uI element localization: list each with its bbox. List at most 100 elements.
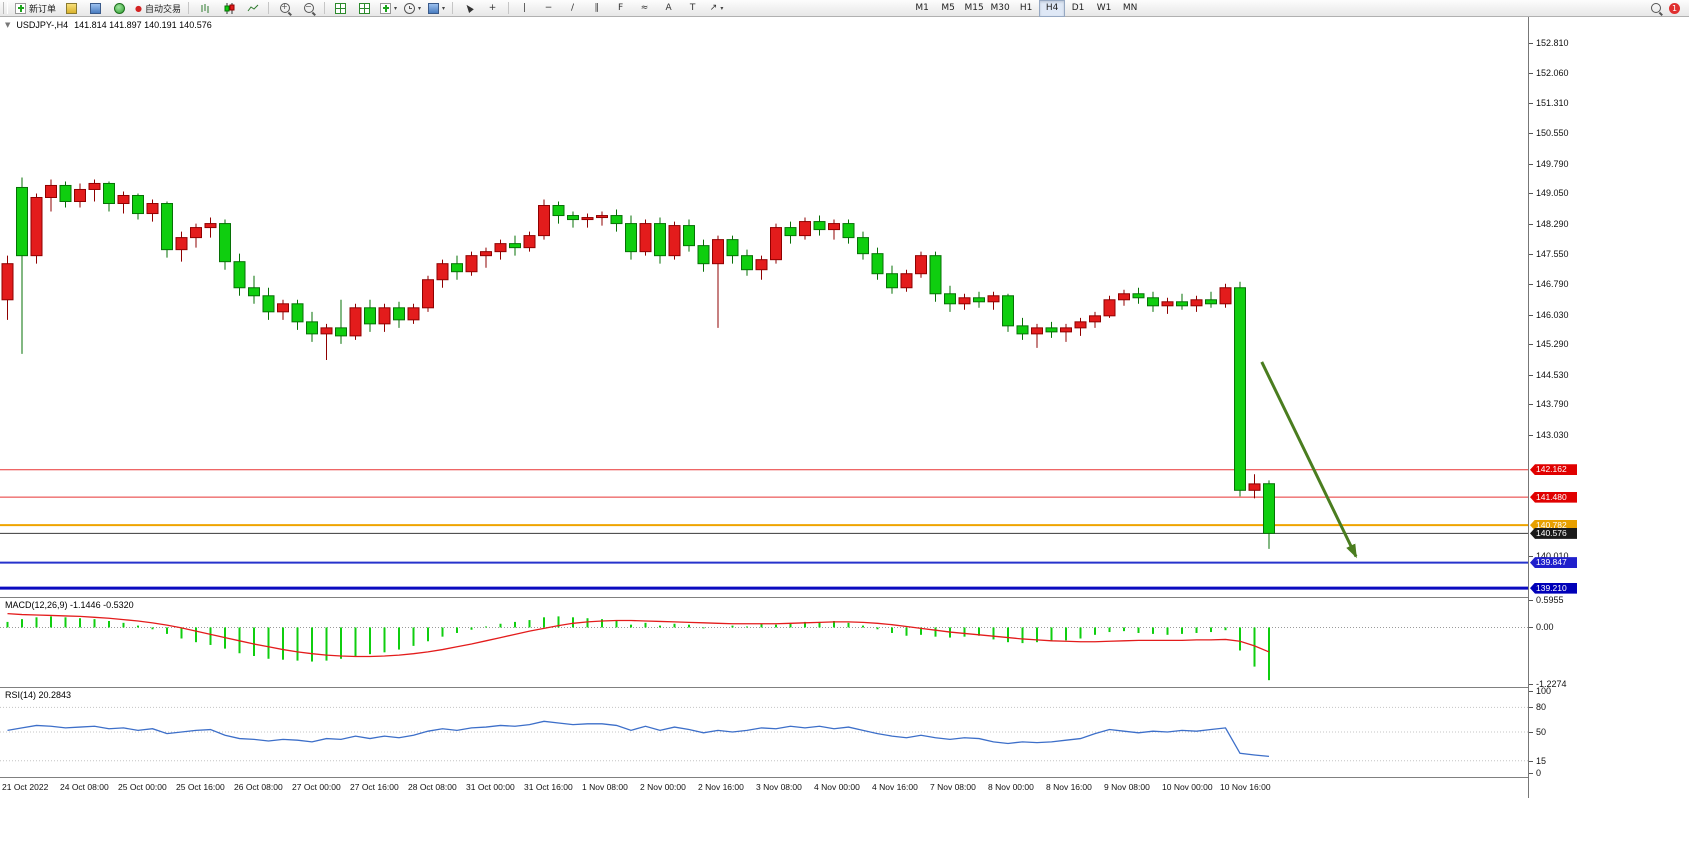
macd-scale-tick <box>1529 627 1533 629</box>
fibonacci-button[interactable]: F <box>609 0 632 17</box>
chart-dropdown-icon[interactable]: ▼ <box>5 21 11 29</box>
price-axis-tick <box>1529 374 1533 376</box>
price-axis[interactable]: 152.810 152.060 151.310 150.550 149.790 149.0… <box>1528 17 1689 798</box>
candle <box>30 196 43 257</box>
rsi-label: RSI(14) 20.2843 <box>5 690 71 700</box>
candle <box>755 259 768 271</box>
price-axis-label: 152.060 <box>1536 67 1569 78</box>
macd-scale-tick <box>1529 600 1533 601</box>
text-button[interactable]: A <box>657 0 680 17</box>
new-chart-button[interactable]: ▾ <box>377 0 400 17</box>
candle <box>219 223 231 263</box>
candle <box>1205 299 1217 305</box>
rsi-canvas[interactable] <box>0 688 1528 776</box>
annotation-arrow[interactable] <box>1260 361 1358 559</box>
chart-title: ▼ USDJPY-,H4 141.814 141.897 140.191 140… <box>5 20 212 30</box>
line-chart-button[interactable] <box>241 0 264 17</box>
time-axis-label: 26 Oct 08:00 <box>234 782 283 792</box>
arrows-button[interactable]: ↗ ▾ <box>705 0 728 17</box>
candle <box>581 217 594 221</box>
candle <box>175 237 188 251</box>
candle <box>958 297 971 305</box>
candle <box>900 273 913 289</box>
panel-separator[interactable] <box>0 687 1689 688</box>
notification-badge[interactable]: 1 <box>1669 2 1680 14</box>
label-button[interactable]: T <box>681 0 704 17</box>
timeframe-button-M5[interactable]: M5 <box>941 3 955 13</box>
price-axis-label: 146.030 <box>1536 309 1569 320</box>
arrows-icon: ↗ <box>709 2 718 13</box>
refresh-button[interactable] <box>108 0 131 17</box>
zoom-out-button[interactable]: − <box>297 0 320 17</box>
cascade-windows-button[interactable] <box>353 0 376 17</box>
macd-scale-label: -1.2274 <box>1536 679 1567 689</box>
market-watch-button[interactable] <box>84 0 107 17</box>
chevron-down-icon: ▾ <box>442 4 446 12</box>
price-axis-tick <box>1529 42 1533 44</box>
candle <box>320 327 333 335</box>
horizontal-line-button[interactable]: − <box>537 0 560 17</box>
timeframe-button-D1[interactable]: D1 <box>1071 3 1085 13</box>
period-dropdown-button[interactable]: ▾ <box>401 0 424 17</box>
time-axis-label: 31 Oct 16:00 <box>524 782 573 792</box>
toolbar-separator <box>508 2 510 14</box>
tile-windows-button[interactable] <box>329 0 352 17</box>
panel-separator[interactable] <box>0 597 1689 598</box>
toolbar-grip[interactable] <box>3 2 8 14</box>
zoom-in-button[interactable]: + <box>273 0 296 17</box>
candle <box>538 205 550 237</box>
candle <box>1031 327 1043 335</box>
candle <box>132 194 144 215</box>
crosshair-button[interactable]: + <box>481 0 504 17</box>
vertical-line-button[interactable]: | <box>513 0 536 17</box>
macd-canvas[interactable] <box>0 598 1528 686</box>
price-axis-label: 149.050 <box>1536 188 1569 199</box>
candle <box>407 307 420 321</box>
rsi-scale-label: 80 <box>1536 702 1547 713</box>
candle <box>1234 287 1246 491</box>
candle <box>436 263 449 281</box>
shapes-button[interactable]: ≈ <box>633 0 656 17</box>
price-axis-label: 146.790 <box>1536 279 1569 290</box>
search-icon[interactable] <box>1651 3 1661 13</box>
timeframe-button-M15[interactable]: M15 <box>964 3 984 13</box>
auto-trading-label: 自动交易 <box>145 4 182 15</box>
templates-button[interactable]: ▾ <box>425 0 448 17</box>
timeframe-button-M1[interactable]: M1 <box>915 3 929 13</box>
profiles-button[interactable] <box>60 0 83 17</box>
price-axis-tick <box>1529 314 1533 316</box>
price-axis-tick <box>1529 193 1533 195</box>
timeframe-button-W1[interactable]: W1 <box>1096 3 1112 13</box>
cursor-button[interactable] <box>457 0 480 17</box>
time-axis-label: 10 Nov 00:00 <box>1162 782 1213 792</box>
candle <box>654 223 666 257</box>
horizontal-line-icon: − <box>544 2 553 13</box>
timeframe-button-H4[interactable]: H4 <box>1039 0 1066 17</box>
chart-ohlc-readout: 141.814 141.897 140.191 140.576 <box>74 20 212 30</box>
candle <box>248 287 260 297</box>
candle <box>364 307 376 325</box>
price-axis-label: 140.010 <box>1536 551 1569 562</box>
toolbar-separator <box>188 2 190 14</box>
line-chart-icon <box>247 4 258 11</box>
price-chart-canvas[interactable] <box>0 17 1528 597</box>
chevron-down-icon: ▾ <box>418 4 422 12</box>
candle <box>1132 293 1145 299</box>
timeframe-button-MN[interactable]: MN <box>1122 3 1138 13</box>
channel-button[interactable]: ∥ <box>585 0 608 17</box>
bar-chart-button[interactable] <box>193 0 216 17</box>
candle <box>1219 287 1232 305</box>
time-axis-label: 27 Oct 00:00 <box>292 782 341 792</box>
time-axis[interactable]: 21 Oct 2022 24 Oct 08:00 25 Oct 00:00 25 Oc… <box>0 778 1528 798</box>
trendline-button[interactable]: / <box>561 0 584 17</box>
price-axis-tick <box>1529 434 1533 436</box>
panel-separator <box>0 777 1689 778</box>
auto-trading-button[interactable]: ● 自动交易 <box>132 0 184 17</box>
candlestick-chart-button[interactable] <box>217 0 240 17</box>
rsi-name: RSI(14) <box>5 690 37 700</box>
timeframe-button-H1[interactable]: H1 <box>1019 3 1033 13</box>
time-axis-label: 2 Nov 16:00 <box>698 782 744 792</box>
timeframe-button-M30[interactable]: M30 <box>990 3 1010 13</box>
new-order-button[interactable]: 新订单 <box>12 0 59 17</box>
rsi-scale-tick <box>1529 732 1533 733</box>
